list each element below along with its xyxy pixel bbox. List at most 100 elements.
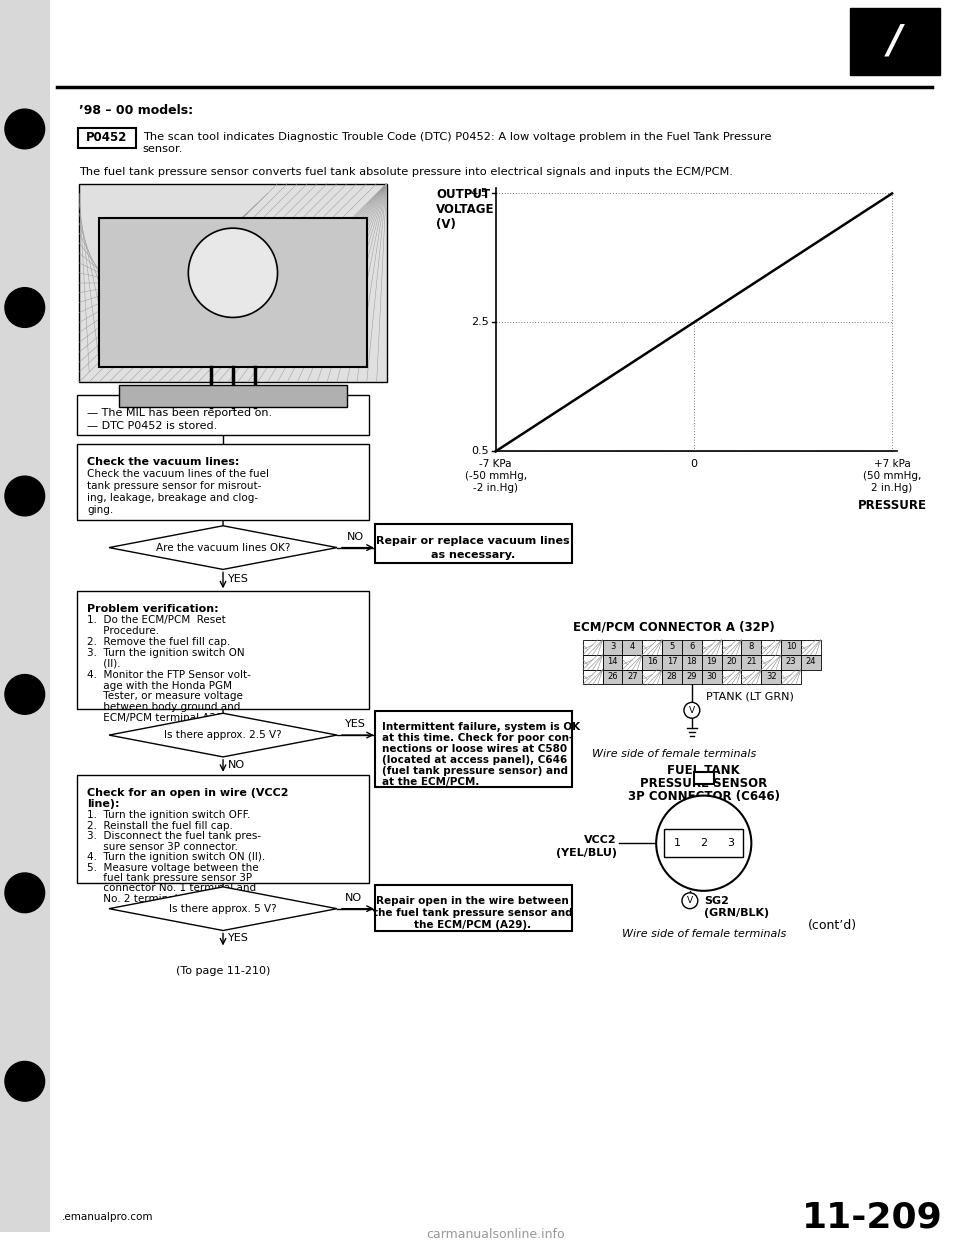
Text: Procedure.: Procedure. (87, 626, 159, 636)
Text: carmanualsonline.info: carmanualsonline.info (426, 1228, 564, 1241)
Text: P0452: P0452 (86, 132, 128, 144)
Text: Check the vacuum lines of the fuel: Check the vacuum lines of the fuel (87, 469, 269, 479)
Text: 5.  Measure voltage between the: 5. Measure voltage between the (87, 862, 259, 873)
Text: 30: 30 (707, 672, 717, 681)
FancyBboxPatch shape (374, 524, 572, 564)
Text: OUTPUT: OUTPUT (436, 189, 491, 201)
Text: (50 mmHg,: (50 mmHg, (863, 471, 922, 481)
Text: line):: line): (87, 799, 120, 809)
Text: 3P CONNECTOR (C646): 3P CONNECTOR (C646) (628, 790, 780, 802)
Text: connector No. 1 terminal and: connector No. 1 terminal and (87, 883, 256, 893)
Text: NO: NO (228, 760, 245, 770)
Text: PRESSURE: PRESSURE (857, 499, 926, 512)
Text: the fuel tank pressure sensor and: the fuel tank pressure sensor and (373, 908, 572, 918)
Text: Wire side of female terminals: Wire side of female terminals (622, 929, 786, 939)
Text: 20: 20 (727, 657, 736, 666)
FancyBboxPatch shape (119, 385, 347, 406)
Text: NO: NO (347, 532, 364, 542)
FancyBboxPatch shape (761, 655, 781, 669)
Text: 3: 3 (727, 838, 734, 848)
FancyBboxPatch shape (741, 640, 761, 655)
FancyBboxPatch shape (781, 640, 801, 655)
Text: ECM/PCM terminal A29.: ECM/PCM terminal A29. (87, 713, 227, 723)
Text: nections or loose wires at C580: nections or loose wires at C580 (382, 744, 566, 754)
Text: 0.5: 0.5 (471, 446, 489, 456)
Text: Is there approx. 5 V?: Is there approx. 5 V? (169, 904, 276, 914)
Text: 4.5: 4.5 (471, 189, 489, 199)
Text: — DTC P0452 is stored.: — DTC P0452 is stored. (87, 421, 218, 431)
Text: +7 kPa: +7 kPa (874, 460, 910, 469)
Circle shape (5, 873, 44, 913)
FancyBboxPatch shape (99, 219, 367, 368)
Text: YES: YES (228, 574, 249, 585)
FancyBboxPatch shape (79, 128, 135, 148)
Text: The fuel tank pressure sensor converts fuel tank absolute pressure into electric: The fuel tank pressure sensor converts f… (80, 166, 733, 176)
FancyBboxPatch shape (702, 669, 722, 684)
Text: (YEL/BLU): (YEL/BLU) (556, 848, 616, 858)
FancyBboxPatch shape (761, 669, 781, 684)
Text: .emanualpro.com: .emanualpro.com (61, 1212, 153, 1222)
Text: 32: 32 (766, 672, 777, 681)
Text: 28: 28 (667, 672, 678, 681)
Text: Repair open in the wire between: Repair open in the wire between (376, 895, 569, 905)
FancyBboxPatch shape (722, 640, 741, 655)
FancyBboxPatch shape (851, 7, 940, 76)
FancyBboxPatch shape (622, 655, 642, 669)
FancyBboxPatch shape (682, 655, 702, 669)
Text: fuel tank pressure sensor 3P: fuel tank pressure sensor 3P (87, 873, 252, 883)
Circle shape (657, 796, 752, 891)
Circle shape (684, 702, 700, 718)
Circle shape (188, 229, 277, 318)
FancyBboxPatch shape (781, 655, 801, 669)
Text: PRESSURE SENSOR: PRESSURE SENSOR (640, 776, 767, 790)
FancyBboxPatch shape (702, 640, 722, 655)
Text: at the ECM/PCM.: at the ECM/PCM. (382, 776, 479, 786)
Text: (II).: (II). (87, 658, 121, 668)
Text: Check the vacuum lines:: Check the vacuum lines: (87, 457, 240, 467)
FancyBboxPatch shape (662, 640, 682, 655)
FancyBboxPatch shape (702, 655, 722, 669)
Text: 3.  Disconnect the fuel tank pres-: 3. Disconnect the fuel tank pres- (87, 831, 261, 841)
Text: Wire side of female terminals: Wire side of female terminals (592, 749, 756, 759)
Polygon shape (109, 713, 337, 756)
Text: 2 in.Hg): 2 in.Hg) (872, 483, 913, 493)
FancyBboxPatch shape (741, 669, 761, 684)
Text: ’98 – 00 models:: ’98 – 00 models: (80, 104, 193, 117)
Text: (-50 mmHg,: (-50 mmHg, (465, 471, 527, 481)
Text: Is there approx. 2.5 V?: Is there approx. 2.5 V? (164, 730, 282, 740)
FancyBboxPatch shape (664, 830, 743, 857)
Text: 17: 17 (667, 657, 678, 666)
FancyBboxPatch shape (761, 640, 781, 655)
Text: 3: 3 (610, 642, 615, 651)
Text: No. 2 terminal.: No. 2 terminal. (87, 894, 181, 904)
Text: 26: 26 (608, 672, 618, 681)
Text: 19: 19 (707, 657, 717, 666)
Text: 18: 18 (686, 657, 697, 666)
FancyBboxPatch shape (682, 669, 702, 684)
FancyBboxPatch shape (78, 775, 369, 883)
FancyBboxPatch shape (682, 640, 702, 655)
FancyBboxPatch shape (781, 669, 801, 684)
Text: 23: 23 (785, 657, 796, 666)
FancyBboxPatch shape (603, 669, 622, 684)
Text: ing, leakage, breakage and clog-: ing, leakage, breakage and clog- (87, 493, 258, 503)
Text: (located at access panel), C646: (located at access panel), C646 (382, 755, 566, 765)
Text: 4.  Turn the ignition switch ON (II).: 4. Turn the ignition switch ON (II). (87, 852, 266, 862)
Text: age with the Honda PGM: age with the Honda PGM (87, 681, 232, 691)
Text: 2.  Remove the fuel fill cap.: 2. Remove the fuel fill cap. (87, 637, 230, 647)
Polygon shape (109, 525, 337, 569)
FancyBboxPatch shape (603, 655, 622, 669)
Text: 2.  Reinstall the fuel fill cap.: 2. Reinstall the fuel fill cap. (87, 821, 233, 831)
FancyBboxPatch shape (0, 0, 50, 1232)
Text: YES: YES (345, 719, 366, 729)
Text: 1: 1 (674, 838, 681, 848)
Text: (To page 11-210): (To page 11-210) (176, 966, 270, 976)
Text: 11-209: 11-209 (802, 1200, 943, 1235)
Text: at this time. Check for poor con-: at this time. Check for poor con- (382, 733, 573, 743)
Text: -7 KPa: -7 KPa (479, 460, 512, 469)
Text: sure sensor 3P connector.: sure sensor 3P connector. (87, 842, 238, 852)
FancyBboxPatch shape (722, 669, 741, 684)
Text: Check for an open in wire (VCC2: Check for an open in wire (VCC2 (87, 787, 289, 797)
FancyBboxPatch shape (662, 655, 682, 669)
FancyBboxPatch shape (583, 640, 603, 655)
